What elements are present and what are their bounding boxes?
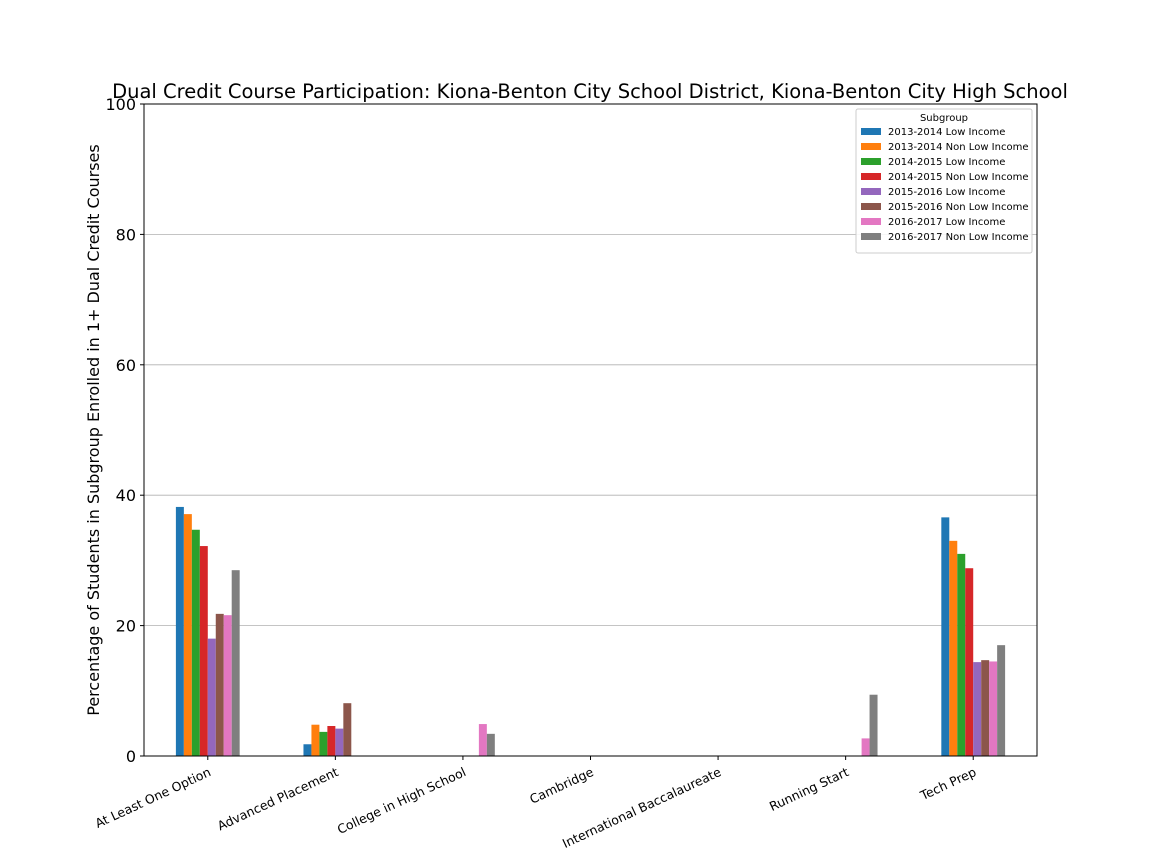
bar: [183, 514, 192, 756]
bar: [965, 568, 974, 756]
legend-swatch: [861, 173, 881, 180]
legend-swatch: [861, 128, 881, 135]
bar: [231, 570, 240, 756]
legend-label: 2016-2017 Low Income: [888, 217, 1005, 228]
bar: [223, 615, 232, 756]
bar: [199, 546, 208, 756]
y-tick-label: 0: [126, 747, 136, 766]
bar: [175, 506, 184, 756]
legend-title: Subgroup: [920, 113, 968, 124]
legend-label: 2016-2017 Non Low Income: [888, 232, 1028, 243]
y-axis-label: Percentage of Students in Subgroup Enrol…: [84, 144, 103, 715]
bar: [311, 724, 320, 756]
x-tick-label: College in High School: [335, 764, 468, 837]
bar: [957, 553, 966, 756]
bar: [486, 733, 495, 756]
legend-swatch: [861, 233, 881, 240]
legend-swatch: [861, 158, 881, 165]
y-tick-label: 100: [105, 95, 136, 114]
legend-swatch: [861, 218, 881, 225]
chart-title: Dual Credit Course Participation: Kiona-…: [112, 80, 1068, 103]
bar: [997, 645, 1006, 756]
x-tick-label: Running Start: [767, 764, 851, 814]
bar: [191, 529, 200, 756]
y-tick-label: 20: [116, 617, 136, 636]
legend-swatch: [861, 203, 881, 210]
legend-label: 2015-2016 Non Low Income: [888, 202, 1028, 213]
bar: [869, 694, 878, 756]
legend-label: 2014-2015 Low Income: [888, 157, 1005, 168]
y-tick-label: 80: [116, 225, 136, 244]
gridlines: [144, 233, 1037, 626]
legend-swatch: [861, 143, 881, 150]
legend-label: 2015-2016 Low Income: [888, 187, 1005, 198]
legend-frame: [855, 108, 1033, 254]
x-tick-label: At Least One Option: [93, 764, 213, 831]
bar: [215, 613, 224, 756]
bar: [478, 724, 487, 756]
bar: [327, 726, 336, 756]
bar: [949, 540, 958, 756]
bar: [335, 728, 344, 756]
bar: [989, 661, 998, 756]
bars: [175, 506, 1006, 756]
bar: [973, 662, 982, 756]
bar: [941, 517, 950, 756]
legend-label: 2014-2015 Non Low Income: [888, 172, 1028, 183]
legend-label: 2013-2014 Non Low Income: [888, 142, 1028, 153]
legend-label: 2013-2014 Low Income: [888, 127, 1005, 138]
bar: [343, 703, 352, 756]
y-tick-label: 60: [116, 356, 136, 375]
bar: [981, 660, 990, 756]
y-axis: 0 20 40 60 80 100: [105, 95, 144, 766]
x-tick-label: Tech Prep: [917, 764, 978, 803]
x-tick-label: Advanced Placement: [215, 764, 341, 833]
bar: [319, 731, 328, 756]
legend: Subgroup 2013-2014 Low Income 2013-2014 No…: [855, 108, 1033, 254]
x-tick-label: Cambridge: [527, 764, 596, 807]
y-tick-label: 40: [116, 486, 136, 505]
bar: [303, 744, 312, 756]
bar: [207, 638, 216, 756]
bar: [861, 738, 870, 756]
legend-swatch: [861, 188, 881, 195]
x-axis: At Least One Option Advanced PlacementCol…: [93, 756, 979, 851]
